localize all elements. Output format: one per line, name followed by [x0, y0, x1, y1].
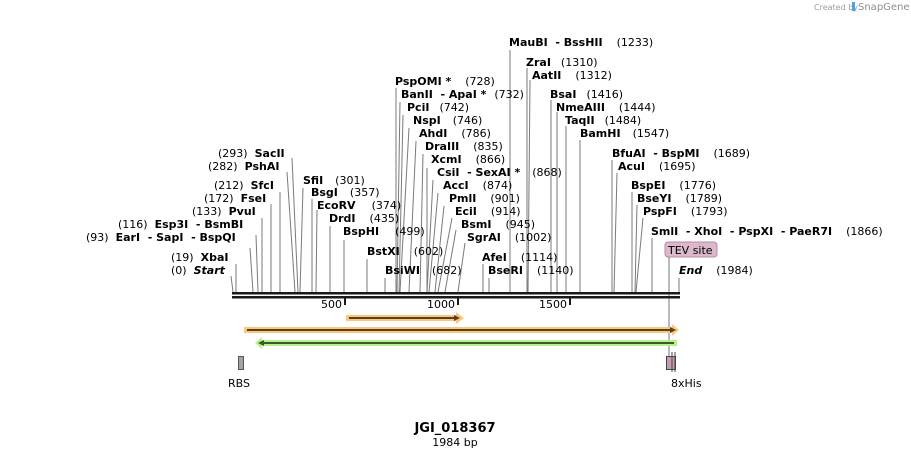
site-bsmi[interactable]: BsmI (945): [461, 218, 535, 231]
snapgene-credit: Created by SnapGene: [814, 2, 910, 13]
site-sfii[interactable]: SfiI (301): [303, 174, 365, 187]
site-bsphi[interactable]: BspHI (499): [343, 225, 425, 238]
site-bspei[interactable]: BspEI (1776): [631, 179, 716, 192]
site-esp3i[interactable]: (116) Esp3I - BsmBI: [118, 218, 243, 231]
credit-prefix: Created by: [814, 3, 858, 12]
his-tag-label: 8xHis: [671, 377, 702, 390]
site-eari[interactable]: (93) EarI - SapI - BspQI: [86, 231, 236, 244]
site-nspi[interactable]: NspI (746): [413, 114, 482, 127]
tick-label-1500: 1500: [539, 298, 567, 311]
site-xbai[interactable]: (19) XbaI: [171, 251, 228, 264]
site-drdi[interactable]: DrdI (435): [329, 212, 399, 225]
map-length: 1984 bp: [432, 436, 477, 449]
site-ahdi[interactable]: AhdI (786): [419, 127, 491, 140]
site-pshai[interactable]: (282) PshAI: [208, 160, 279, 173]
site-pspomi[interactable]: PspOMI * (728): [395, 75, 495, 88]
site-csii[interactable]: CsiI - SexAI * (868): [437, 166, 562, 179]
tick-label-500: 500: [321, 298, 342, 311]
site-pvui[interactable]: (133) PvuI: [192, 205, 256, 218]
tev-site-feature[interactable]: TEV site: [664, 241, 718, 258]
site-xcmi[interactable]: XcmI (866): [431, 153, 505, 166]
map-title: JGI_018367: [413, 421, 495, 436]
site-acci[interactable]: AccI (874): [443, 179, 512, 192]
arrow-right-icon: [670, 327, 676, 333]
site-ecorv[interactable]: EcoRV (374): [317, 199, 401, 212]
site-ecii[interactable]: EciI (914): [455, 205, 521, 218]
rbs-feature[interactable]: RBS: [228, 356, 250, 391]
orange-short-feature[interactable]: [346, 312, 464, 324]
site-pcii[interactable]: PciI (742): [407, 101, 469, 114]
site-labels-right: SfiI (301) BsgI (357) EcoRV (374) DrdI (435)…: [303, 36, 883, 277]
orange-long-feature[interactable]: [244, 324, 679, 336]
arrow-right-icon: [454, 315, 460, 321]
site-sacii[interactable]: (293) SacII: [218, 147, 285, 160]
site-bamhi[interactable]: BamHI (1547): [580, 127, 669, 140]
site-bsgi[interactable]: BsgI (357): [311, 186, 380, 199]
site-labels: (0) Start (19) XbaI (93) EarI - SapI - BspQ…: [86, 147, 285, 277]
site-smli[interactable]: SmlI - XhoI - PspXI - PaeR7I (1866): [651, 225, 883, 238]
site-draiii[interactable]: DraIII (835): [425, 140, 503, 153]
site-afei[interactable]: AfeI (1114): [482, 251, 557, 264]
tick-1000: [457, 298, 459, 305]
site-nmeaiii[interactable]: NmeAIII (1444): [556, 101, 656, 114]
tick-label-1000: 1000: [427, 298, 455, 311]
site-pspfi[interactable]: PspFI (1793): [643, 205, 727, 218]
site-sfci[interactable]: (212) SfcI: [214, 179, 274, 192]
site-leader-lines: [230, 50, 680, 293]
sequence-backbone: [232, 292, 680, 299]
tick-1500: [569, 298, 571, 305]
site-taqii[interactable]: TaqII (1484): [565, 114, 641, 127]
credit-brand: SnapGene: [858, 2, 910, 13]
site-banii[interactable]: BanII - ApaI * (732): [401, 88, 524, 101]
site-bsiwi[interactable]: BsiWI (682): [385, 264, 462, 277]
his-tag-feature[interactable]: 8xHis: [666, 352, 702, 390]
site-zrai[interactable]: ZraI (1310): [526, 56, 598, 69]
ruler: 500 1000 1500: [321, 298, 571, 311]
green-feature[interactable]: [255, 337, 677, 349]
site-start[interactable]: (0) Start: [171, 264, 226, 277]
site-sgrai[interactable]: SgrAI (1002): [467, 231, 551, 244]
arrow-left-icon: [258, 340, 264, 346]
site-acui[interactable]: AcuI (1695): [618, 160, 696, 173]
site-maubi[interactable]: MauBI - BssHII (1233): [509, 36, 653, 49]
tick-500: [344, 298, 346, 305]
site-bfuai[interactable]: BfuAI - BspMI (1689): [612, 147, 750, 160]
rbs-label: RBS: [228, 377, 250, 390]
site-pmli[interactable]: PmlI (901): [449, 192, 520, 205]
site-bsai[interactable]: BsaI (1416): [550, 88, 623, 101]
site-bseri[interactable]: BseRI (1140): [488, 264, 574, 277]
site-aatii[interactable]: AatII (1312): [532, 69, 612, 82]
tev-site-label: TEV site: [667, 244, 713, 257]
site-fsei[interactable]: (172) FseI: [204, 192, 266, 205]
site-bstxi[interactable]: BstXI (602): [367, 245, 443, 258]
snapgene-logo-icon: [852, 2, 855, 11]
site-bseyi[interactable]: BseYI (1789): [637, 192, 722, 205]
site-end[interactable]: End (1984): [679, 264, 753, 277]
